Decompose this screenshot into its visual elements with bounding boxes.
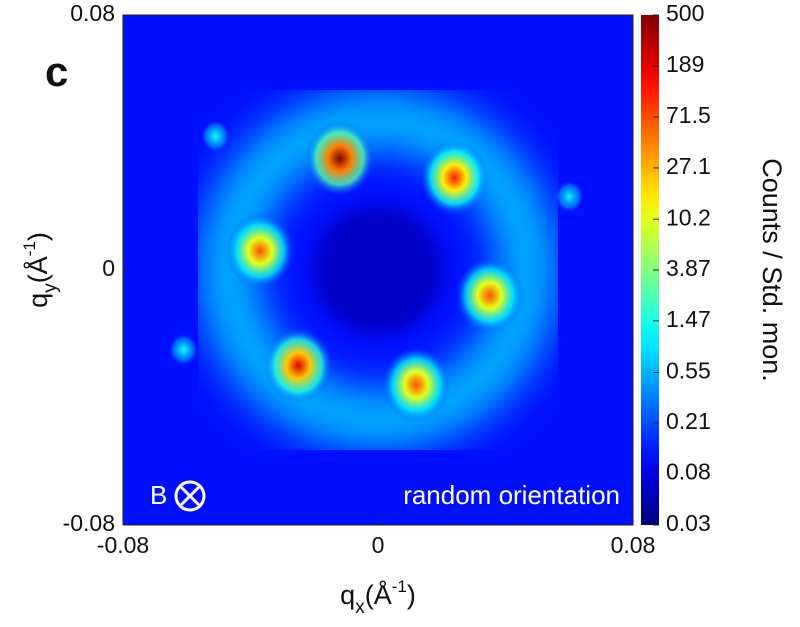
intensity-spot xyxy=(264,328,333,404)
colorbar-tick-label: 71.5 xyxy=(666,102,711,128)
intensity-spot xyxy=(226,213,295,289)
y-tick-label: -0.08 xyxy=(63,510,115,536)
axis-label-part: -1 xyxy=(392,577,407,596)
colorbar-tick-label: 500 xyxy=(666,0,704,26)
intensity-spot xyxy=(382,347,451,423)
colorbar-tick-label: 0.21 xyxy=(666,408,711,434)
intensity-spot xyxy=(305,121,374,196)
colorbar-tick-label: 3.87 xyxy=(666,255,711,281)
plot-area xyxy=(123,15,633,525)
axis-label-part: y xyxy=(40,283,61,293)
x-tick-label: 0 xyxy=(372,532,385,558)
intensity-spot xyxy=(455,258,524,333)
field-symbol xyxy=(174,480,206,512)
scattering-ring xyxy=(198,90,558,450)
colorbar-label: Counts / Std. mon. xyxy=(757,158,787,382)
colorbar-tick-label: 189 xyxy=(666,51,704,77)
axis-label-part: x xyxy=(355,597,365,618)
colorbar xyxy=(641,15,659,525)
annotation: random orientation xyxy=(403,480,620,510)
axis-label-part: ) xyxy=(407,580,416,610)
colorbar-tick-label: 0.55 xyxy=(666,357,711,383)
beam-stop-region xyxy=(313,205,443,335)
x-tick-label: 0.08 xyxy=(611,532,656,558)
axis-label-part: -1 xyxy=(20,241,39,256)
axis-label-part: (Å xyxy=(22,256,53,283)
intensity-spot xyxy=(169,334,198,366)
colorbar-tick-label: 1.47 xyxy=(666,306,711,332)
colorbar-tick-label: 27.1 xyxy=(666,153,711,179)
intensity-spot xyxy=(201,120,230,152)
y-axis-label: qy(Å-1) xyxy=(20,232,61,308)
colorbar-tick-label: 0.03 xyxy=(666,510,711,536)
field-label: B xyxy=(150,480,167,510)
y-tick-label: 0.08 xyxy=(70,0,115,26)
intensity-spot xyxy=(555,181,584,213)
x-axis-label: qx(Å-1) xyxy=(340,577,416,618)
colorbar-tick-label: 10.2 xyxy=(666,204,711,230)
axis-label-part: ) xyxy=(23,232,53,241)
axis-label-part: (Å xyxy=(365,579,392,610)
panel-label: c xyxy=(45,48,68,95)
x-tick-label: -0.08 xyxy=(97,532,149,558)
y-tick-label: 0 xyxy=(102,255,115,281)
axis-label-part: q xyxy=(340,580,355,610)
colorbar-tick-label: 0.08 xyxy=(666,459,711,485)
intensity-spot xyxy=(420,140,489,215)
axis-label-part: q xyxy=(23,293,53,308)
